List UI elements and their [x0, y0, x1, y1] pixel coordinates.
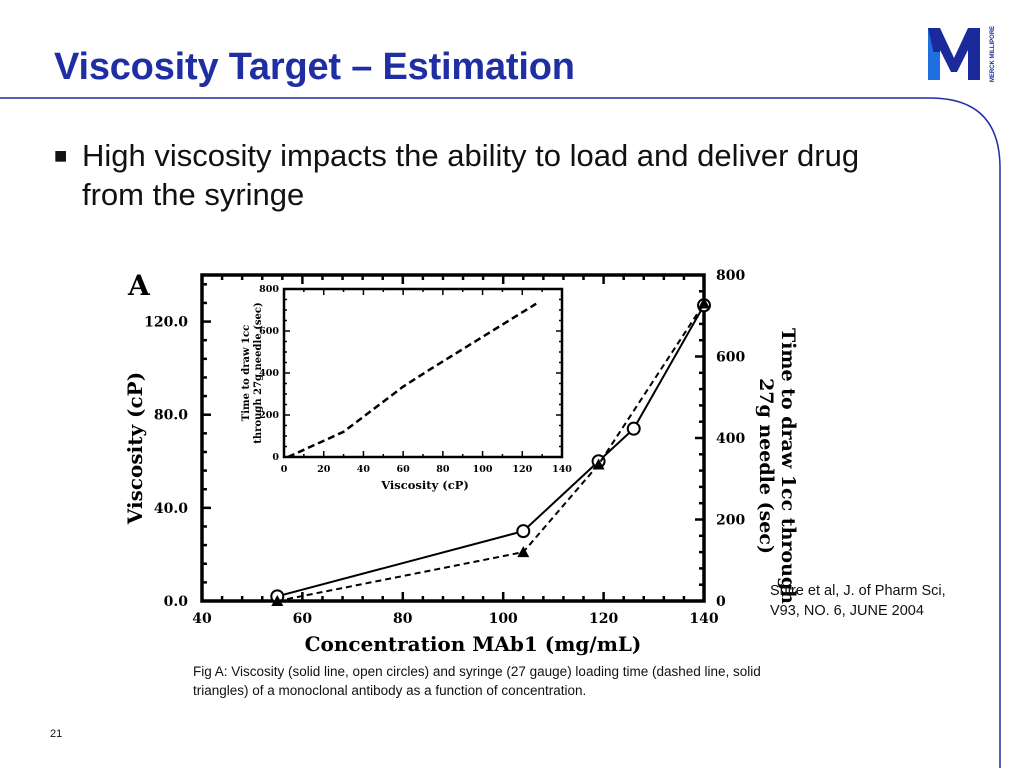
- inset-y-tick-label: 400: [259, 368, 279, 379]
- y2-axis-title-line-2: 27g needle (sec): [755, 378, 777, 554]
- inset-x-tick-label: 0: [281, 464, 288, 475]
- merck-millipore-logo: MERCK MILLIPORE: [928, 26, 996, 82]
- y-tick-label: 40.0: [154, 501, 188, 517]
- viscosity-point: [516, 524, 531, 539]
- bullet-marker: ■: [54, 143, 68, 168]
- logo-text: MERCK MILLIPORE: [990, 26, 996, 82]
- inset-x-tick-label: 100: [473, 464, 493, 475]
- inset-x-axis-title: Viscosity (cP): [380, 478, 469, 492]
- inset-x-tick-label: 120: [512, 464, 532, 475]
- y2-tick-label: 0: [716, 594, 726, 610]
- x-axis-title: Concentration MAb1 (mg/mL): [305, 632, 642, 656]
- figure-caption: Fig A: Viscosity (solid line, open circl…: [193, 664, 761, 698]
- y2-tick-label: 800: [716, 268, 745, 284]
- inset-line: [287, 302, 537, 459]
- inset-y-axis-title-line-2: through 27g needle (sec): [253, 302, 264, 443]
- x-tick-label: 40: [192, 611, 212, 627]
- y2-tick-label: 200: [716, 513, 745, 529]
- slide-title: Viscosity Target – Estimation: [54, 46, 575, 88]
- x-tick-label: 80: [393, 611, 413, 627]
- viscosity-chart: 40 60 80 100 120 1400.040.080.0120.0020040060…: [123, 268, 799, 656]
- inset-x-tick-label: 140: [552, 464, 572, 475]
- inset-x-tick-label: 40: [357, 464, 371, 475]
- inset-chart: 0 20 40 60 80 100 120 140 0 200 400 600 800 Viscosity…: [241, 284, 572, 492]
- x-tick-label: 60: [293, 611, 313, 627]
- loading-time-point: [517, 546, 530, 558]
- inset-y-tick-label: 800: [259, 284, 279, 295]
- viscosity-point: [626, 421, 641, 436]
- inset-x-tick-label: 20: [317, 464, 331, 475]
- bullet-text: High viscosity impacts the ability to lo…: [82, 138, 860, 212]
- panel-label: A: [127, 269, 151, 302]
- x-tick-label: 140: [689, 611, 718, 627]
- bullet-point: ■ High viscosity impacts the ability to …: [54, 136, 914, 214]
- citation-line-1: Shire et al, J. of Pharm Sci,: [770, 583, 946, 599]
- x-tick-label: 100: [489, 611, 518, 627]
- inset-x-tick-label: 80: [436, 464, 450, 475]
- loading-time-line: [277, 302, 705, 602]
- inset-y-tick-label: 0: [272, 452, 279, 463]
- y-tick-label: 120.0: [144, 315, 188, 331]
- inset-y-tick-label: 600: [259, 326, 279, 337]
- y2-axis-title-line-1: Time to draw 1cc through: [777, 328, 799, 604]
- loading-time-point: [271, 595, 284, 606]
- loading-time-point: [592, 458, 605, 470]
- x-tick-label: 120: [589, 611, 618, 627]
- page-number: 21: [50, 728, 63, 740]
- y-axis-title: Viscosity (cP): [123, 372, 147, 525]
- citation-line-2: V93, NO. 6, JUNE 2004: [770, 603, 924, 619]
- loading-time-point: [698, 297, 710, 309]
- inset-y-tick-label: 200: [259, 410, 279, 421]
- y-tick-label: 0.0: [164, 594, 189, 610]
- inset-x-tick-label: 60: [397, 464, 411, 475]
- inset-y-axis-title-line-1: Time to draw 1cc: [241, 325, 252, 421]
- y2-tick-label: 600: [716, 350, 745, 366]
- y2-tick-label: 400: [716, 431, 745, 447]
- y-tick-label: 80.0: [154, 408, 188, 424]
- citation: Shire et al, J. of Pharm Sci, V93, NO. 6…: [770, 581, 946, 621]
